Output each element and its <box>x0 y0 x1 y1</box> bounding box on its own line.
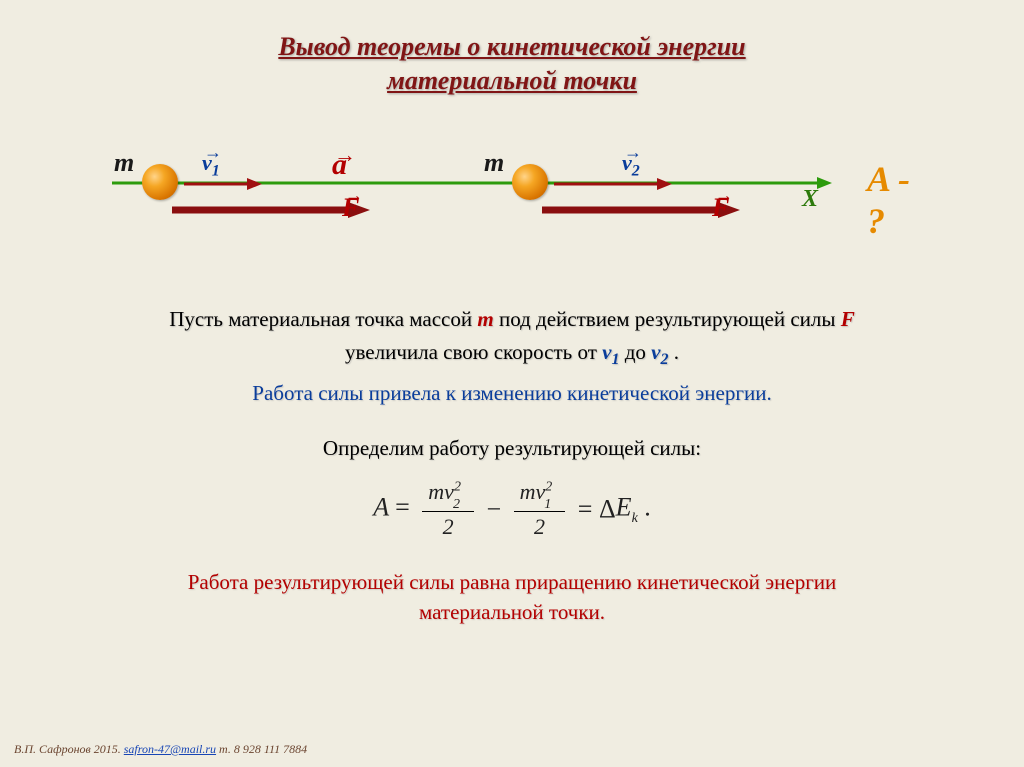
footer-email-link[interactable]: safron-47@mail.ru <box>124 742 216 756</box>
acceleration-label: →a <box>332 148 347 182</box>
slide-title: Вывод теоремы о кинетической энергии мат… <box>50 30 974 98</box>
physics-diagram: m →v1 →a →F m <box>112 138 912 258</box>
mass-label-1: m <box>114 148 134 178</box>
title-line-2: материальной точки <box>387 66 637 95</box>
work-question-label: A - ? <box>867 158 912 242</box>
x-axis-label: X <box>802 186 818 213</box>
velocity-1-arrow <box>184 176 264 192</box>
slide-footer: В.П. Сафронов 2015. safron-47@mail.ru т.… <box>14 742 307 757</box>
force-1-label: →F <box>342 193 359 223</box>
kinetic-energy-statement: Работа силы привела к изменению кинетиче… <box>50 381 974 406</box>
define-work-text: Определим работу результирующей силы: <box>50 436 974 461</box>
velocity-2-label: →v2 <box>622 150 640 180</box>
force-2-label: →F <box>712 193 729 223</box>
velocity-1-label: →v1 <box>202 150 220 180</box>
mass-ball-1 <box>142 164 178 200</box>
conclusion-text: Работа результирующей силы равна прираще… <box>50 568 974 627</box>
mass-ball-2 <box>512 164 548 200</box>
intro-text: Пусть материальная точка массой m под де… <box>50 303 974 373</box>
work-formula: A = mv22 2 − mv21 2 = ΔEk . <box>50 479 974 540</box>
velocity-2-arrow <box>554 176 674 192</box>
title-line-1: Вывод теоремы о кинетической энергии <box>278 32 745 61</box>
mass-label-2: m <box>484 148 504 178</box>
